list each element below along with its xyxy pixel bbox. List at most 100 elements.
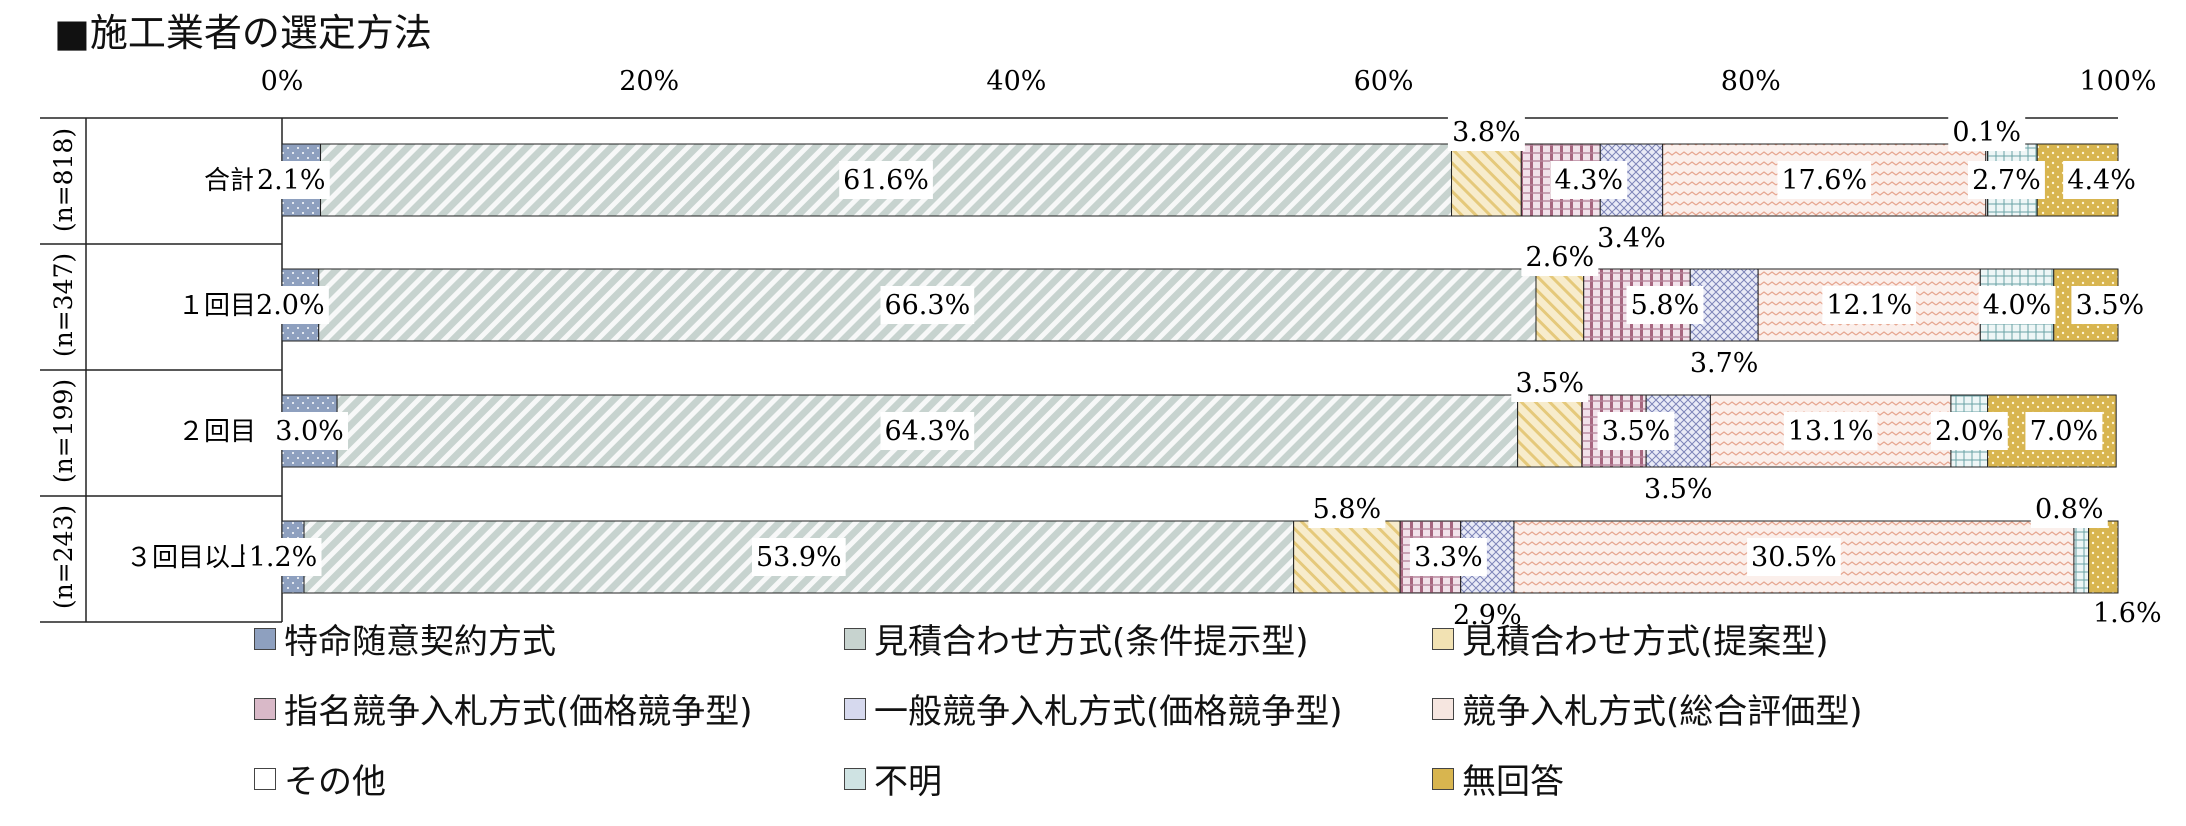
data-label: 2.1% <box>257 165 326 196</box>
data-label-bg <box>880 412 975 450</box>
legend-item: 不明 <box>844 754 942 803</box>
data-label-bg <box>252 161 330 199</box>
x-tick-label: 40% <box>986 66 1046 97</box>
legend-label: 一般競争入札方式(価格競争型) <box>874 692 1343 732</box>
category-label: ３回目以上 <box>126 543 256 573</box>
data-label-bg <box>1550 161 1628 199</box>
legend-label: 不明 <box>874 762 942 802</box>
data-label: 1.6% <box>2093 598 2162 629</box>
data-label: 2.9% <box>1453 600 1522 631</box>
legend-label: 指名競争入札方式(価格競争型) <box>284 692 753 732</box>
bar-segment <box>1451 143 1522 217</box>
x-tick-label: 80% <box>1721 66 1781 97</box>
data-label-bg <box>251 286 329 324</box>
bar-segment <box>2073 520 2090 594</box>
sample-size-label: (n=818) <box>49 128 78 232</box>
data-label: 64.3% <box>884 416 970 447</box>
data-label: 2.0% <box>1935 416 2004 447</box>
data-label: 53.9% <box>756 542 842 573</box>
legend-label: 見積合わせ方式(提案型) <box>1462 622 1829 662</box>
legend-label: 見積合わせ方式(条件提示型) <box>874 622 1309 662</box>
data-label: 2.6% <box>1526 242 1595 273</box>
data-label: 17.6% <box>1781 165 1867 196</box>
x-tick-label: 20% <box>619 66 679 97</box>
category-label: １回目 <box>178 291 256 321</box>
data-label: 3.8% <box>1452 117 1521 148</box>
data-label-bg <box>1597 412 1675 450</box>
legend-item: 無回答 <box>1432 754 1564 803</box>
data-label-bg <box>839 161 933 199</box>
data-label-bg <box>271 412 349 450</box>
legend-item: 競争入札方式(総合評価型) <box>1432 684 1863 733</box>
legend-swatch <box>844 767 866 790</box>
legend-item: 特命随意契約方式 <box>254 614 556 663</box>
sample-size-label: (n=199) <box>49 379 78 483</box>
data-label: 30.5% <box>1751 542 1837 573</box>
data-label-bg <box>1521 238 1599 276</box>
data-label: 4.3% <box>1554 165 1623 196</box>
data-label-bg <box>1685 344 1763 382</box>
bar-segment <box>2088 520 2119 594</box>
data-label-bg <box>1639 470 1717 508</box>
data-label-bg <box>2063 161 2141 199</box>
legend-label: 特命随意契約方式 <box>284 622 556 662</box>
chart-title: ■施工業者の選定方法 <box>54 11 432 55</box>
data-label-bg <box>751 538 846 576</box>
data-label: 4.4% <box>2067 165 2136 196</box>
bar-segment <box>1517 394 1583 468</box>
legend-swatch <box>254 767 276 790</box>
data-label-bg <box>2088 594 2166 632</box>
data-label-bg <box>2030 490 2108 528</box>
data-label-bg <box>1592 219 1670 257</box>
category-label: ２回目 <box>178 417 256 447</box>
data-label: 3.7% <box>1690 348 1759 379</box>
data-label-bg <box>1409 538 1487 576</box>
bar-segment <box>320 143 1453 217</box>
data-label-bg <box>1308 490 1386 528</box>
data-label: 3.0% <box>275 416 344 447</box>
sample-size-label: (n=347) <box>49 253 78 357</box>
legend-item: 指名競争入札方式(価格競争型) <box>254 684 753 733</box>
data-label-bg <box>1948 113 2026 151</box>
data-label: 0.1% <box>1952 117 2021 148</box>
data-label-bg <box>1626 286 1704 324</box>
data-label: 5.8% <box>1631 290 1700 321</box>
x-tick-label: 60% <box>1354 66 1414 97</box>
data-label-bg <box>2025 412 2103 450</box>
data-label: 61.6% <box>843 165 929 196</box>
sample-size-label: (n=243) <box>49 505 78 609</box>
legend-swatch <box>844 627 866 650</box>
legend-swatch <box>1432 697 1454 720</box>
data-label: 3.4% <box>1597 223 1666 254</box>
data-label: 66.3% <box>884 290 970 321</box>
data-label: 3.3% <box>1414 542 1483 573</box>
legend-item: 見積合わせ方式(提案型) <box>1432 614 1829 663</box>
legend-swatch <box>254 697 276 720</box>
data-label: 1.2% <box>249 542 318 573</box>
legend-item: 見積合わせ方式(条件提示型) <box>844 614 1309 663</box>
data-label-bg <box>1511 364 1589 402</box>
data-label-bg <box>1930 412 2008 450</box>
bar-segment <box>1535 268 1585 342</box>
data-label: 2.7% <box>1972 165 2041 196</box>
data-label: 12.1% <box>1826 290 1912 321</box>
data-label-bg <box>1447 113 1525 151</box>
data-label-bg <box>244 538 322 576</box>
legend-swatch <box>1432 767 1454 790</box>
legend-label: 競争入札方式(総合評価型) <box>1462 692 1863 732</box>
data-label-bg <box>1777 161 1872 199</box>
x-tick-label: 0% <box>261 66 304 97</box>
data-label: 0.8% <box>2035 494 2104 525</box>
data-label: 3.5% <box>1602 416 1671 447</box>
data-label: 4.0% <box>1983 290 2052 321</box>
data-label: 3.5% <box>1515 368 1584 399</box>
bar-segment <box>1293 520 1401 594</box>
data-label: 3.5% <box>2076 290 2145 321</box>
data-label: 5.8% <box>1313 494 1382 525</box>
data-label-bg <box>880 286 975 324</box>
data-label: 2.0% <box>256 290 325 321</box>
legend-label: 無回答 <box>1462 762 1564 802</box>
data-label: 7.0% <box>2030 416 2099 447</box>
legend-swatch <box>254 627 276 650</box>
data-label-bg <box>1978 286 2056 324</box>
